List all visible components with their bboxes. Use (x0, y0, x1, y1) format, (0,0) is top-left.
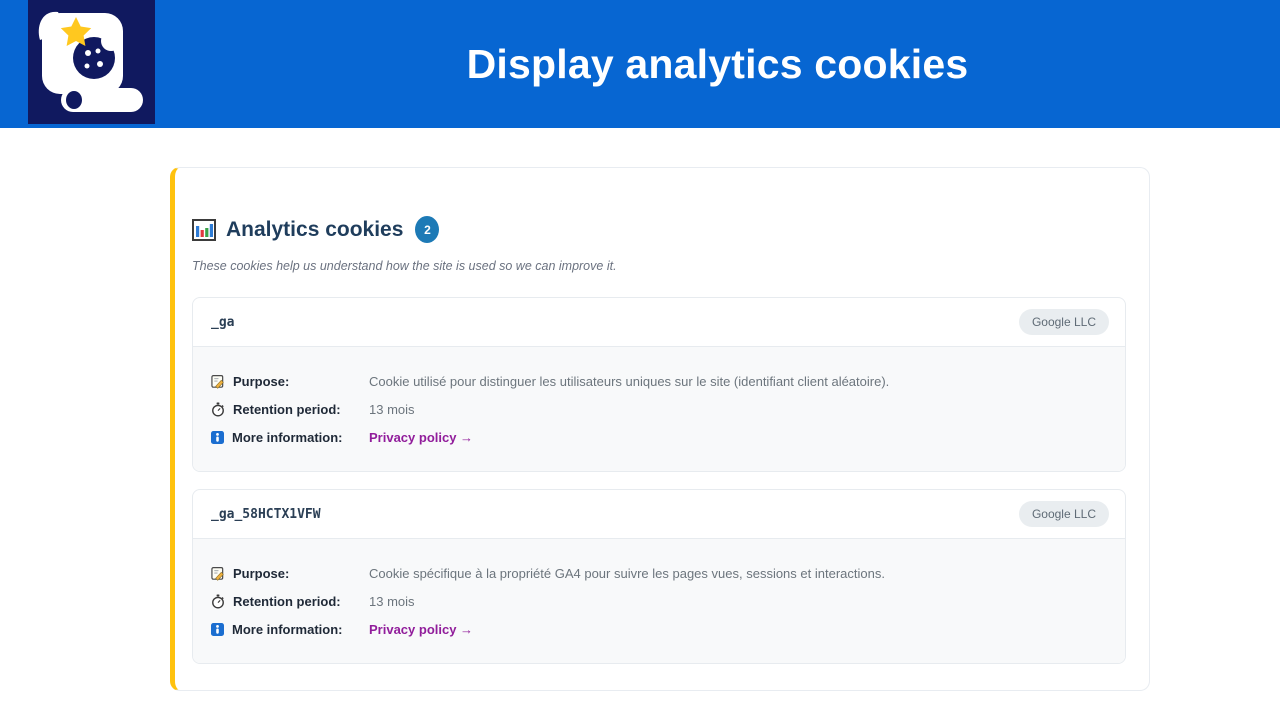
cookie-card-body: Purpose: Cookie spécifique à la propriét… (193, 538, 1125, 663)
cookie-card-header: _ga_58HCTX1VFW Google LLC (193, 490, 1125, 538)
section-title: Analytics cookies (226, 217, 404, 241)
retention-label: Retention period: (211, 594, 369, 609)
purpose-value: Cookie spécifique à la propriété GA4 pou… (369, 565, 885, 581)
purpose-label: Purpose: (211, 374, 369, 389)
purpose-value: Cookie utilisé pour distinguer les utili… (369, 373, 890, 389)
purpose-row: Purpose: Cookie spécifique à la propriét… (211, 559, 1107, 587)
cookie-card-header: _ga Google LLC (193, 298, 1125, 346)
privacy-policy-link[interactable]: Privacy policy → (369, 621, 474, 637)
header-title-zone: Display analytics cookies (155, 0, 1280, 128)
more-info-row: More information: Privacy policy → (211, 423, 1107, 451)
info-icon (211, 430, 224, 444)
stopwatch-icon (211, 594, 225, 609)
purpose-label: Purpose: (211, 566, 369, 581)
retention-row: Retention period: 13 mois (211, 587, 1107, 615)
cookie-card: _ga_58HCTX1VFW Google LLC (192, 489, 1126, 664)
privacy-policy-link[interactable]: Privacy policy → (369, 429, 474, 445)
purpose-row: Purpose: Cookie utilisé pour distinguer … (211, 367, 1107, 395)
retention-row: Retention period: 13 mois (211, 395, 1107, 423)
cookie-card: _ga Google LLC Purpose (192, 297, 1126, 472)
page-header: Display analytics cookies (0, 0, 1280, 128)
provider-badge: Google LLC (1018, 501, 1109, 527)
info-icon (211, 622, 224, 636)
main-content: Analytics cookies 2 These cookies help u… (0, 128, 1280, 691)
bar-chart-icon (192, 218, 216, 241)
cookie-name: _ga_58HCTX1VFW (211, 506, 321, 522)
retention-label: Retention period: (211, 402, 369, 417)
more-info-label: More information: (211, 430, 369, 445)
memo-icon (211, 566, 225, 581)
more-info-label: More information: (211, 622, 369, 637)
section-description: These cookies help us understand how the… (192, 259, 617, 273)
cookie-count-badge: 2 (415, 216, 440, 243)
panel-heading: Analytics cookies 2 (192, 216, 1126, 243)
stopwatch-icon (211, 402, 225, 417)
retention-value: 13 mois (369, 401, 415, 417)
cookie-name: _ga (211, 314, 235, 330)
retention-value: 13 mois (369, 593, 415, 609)
more-info-row: More information: Privacy policy → (211, 615, 1107, 643)
provider-badge: Google LLC (1018, 309, 1109, 335)
page-title: Display analytics cookies (466, 40, 969, 87)
memo-icon (211, 374, 225, 389)
analytics-cookies-panel: Analytics cookies 2 These cookies help u… (170, 167, 1150, 691)
cookie-card-body: Purpose: Cookie utilisé pour distinguer … (193, 346, 1125, 471)
cookie-scroll-logo (28, 0, 155, 124)
